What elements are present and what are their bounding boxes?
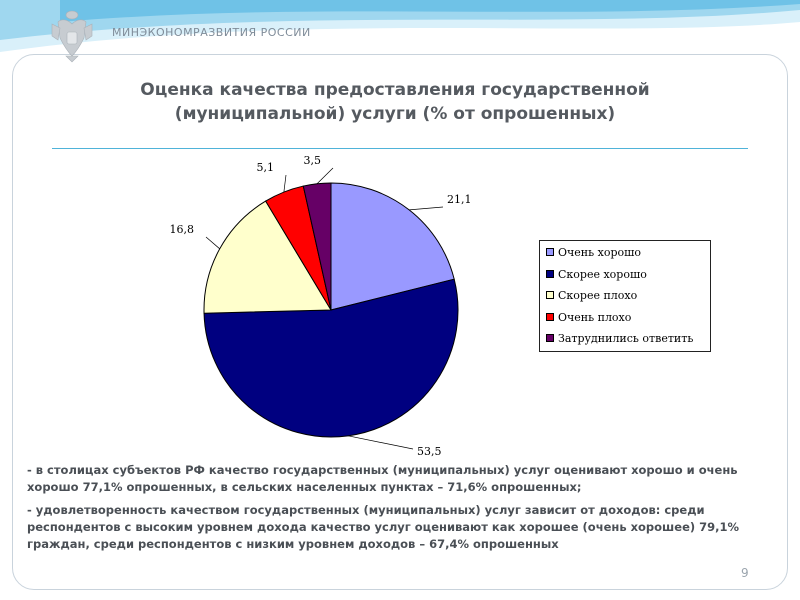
data-label-rather-good: 53,5: [417, 445, 442, 458]
legend-label-very-bad: Очень плохо: [558, 310, 632, 324]
leader-line-very-bad: [283, 174, 287, 193]
note-income: - удовлетворенность качеством государств…: [27, 503, 740, 551]
slide-title: Оценка качества предоставления государст…: [60, 78, 730, 126]
title-divider: [52, 148, 748, 149]
title-line-2: (муниципальной) услуги (% от опрошенных): [174, 104, 616, 124]
data-label-very-bad: 5,1: [257, 161, 275, 174]
legend-swatch-very-bad: [546, 312, 554, 321]
legend-item-very-good: Очень хорошо: [546, 246, 641, 260]
ministry-name: МИНЭКОНОМРАЗВИТИЯ РОССИИ: [112, 26, 311, 39]
data-label-very-good: 21,1: [447, 193, 472, 206]
chart-legend: Очень хорошо Скорее хорошо Скорее плохо Оче…: [539, 240, 711, 352]
legend-label-undecided: Затруднились ответить: [558, 332, 694, 345]
legend-label-rather-bad: Скорее плохо: [558, 289, 638, 302]
note-capitals: - в столицах субъектов РФ качество госуд…: [27, 463, 738, 494]
leader-line-rather-bad: [205, 236, 220, 250]
legend-swatch-very-good: [546, 248, 554, 256]
legend-item-very-bad: Очень плохо: [546, 311, 631, 325]
leader-line-rather-good: [348, 435, 414, 450]
legend-item-rather-bad: Скорее плохо: [546, 289, 637, 303]
header-band: [0, 0, 800, 52]
legend-swatch-rather-bad: [546, 291, 554, 299]
legend-swatch-rather-good: [546, 269, 554, 278]
page-number: 9: [741, 566, 749, 580]
legend-swatch-undecided: [546, 334, 554, 342]
pie-slice-rather-bad: [203, 200, 332, 314]
leader-line-undecided: [316, 167, 334, 185]
legend-label-rather-good: Скорее хорошо: [558, 267, 647, 281]
legend-item-rather-good: Скорее хорошо: [546, 268, 647, 282]
data-label-undecided: 3,5: [304, 154, 322, 167]
legend-item-undecided: Затруднились ответить: [546, 332, 693, 346]
pie-slice-very-good: [330, 182, 455, 311]
leader-line-very-good: [409, 206, 444, 211]
coat-of-arms-icon: [51, 10, 93, 63]
data-label-rather-bad: 16,8: [170, 223, 195, 236]
notes: - в столицах субъектов РФ качество госуд…: [27, 462, 757, 553]
legend-label-very-good: Очень хорошо: [558, 246, 641, 259]
pie-slice-undecided: [302, 182, 332, 311]
title-line-1: Оценка качества предоставления государст…: [140, 80, 650, 100]
